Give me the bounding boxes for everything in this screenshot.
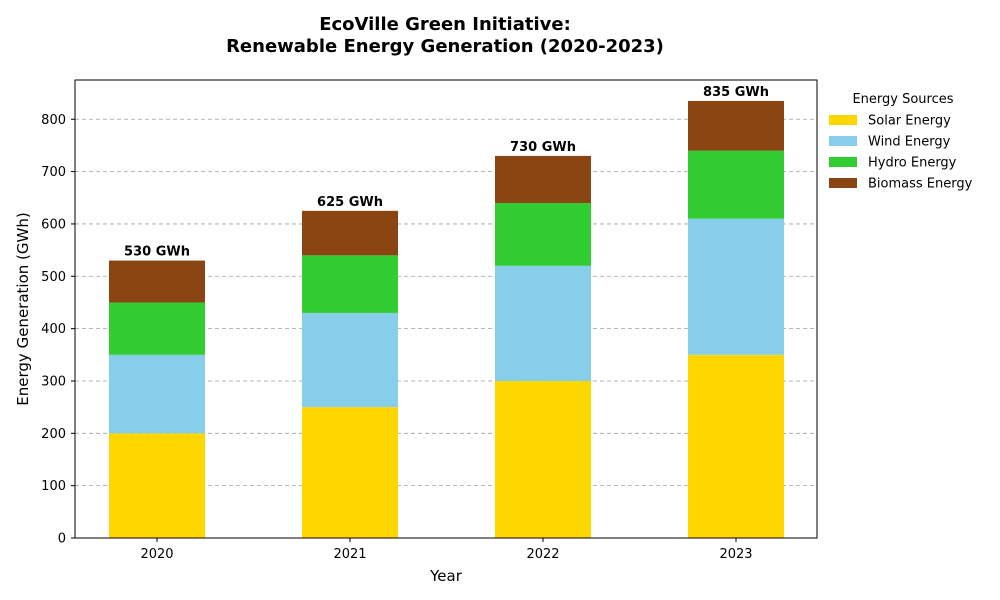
legend-item-wind-energy: Wind Energy	[829, 135, 951, 150]
bar-segment-hydro-energy-2023	[688, 150, 784, 219]
bar-group-2020	[109, 260, 205, 538]
bar-segment-wind-energy-2021	[302, 312, 398, 408]
legend-label: Biomass Energy	[868, 177, 973, 192]
bar-segment-biomass-energy-2020	[109, 260, 205, 303]
y-tick-label: 300	[41, 374, 66, 389]
bar-segment-hydro-energy-2020	[109, 302, 205, 355]
bar-segment-wind-energy-2023	[688, 218, 784, 355]
x-tick-label: 2021	[333, 547, 366, 562]
y-axis-ticks: 0 100 200 300 400 500 600 700 800	[41, 113, 75, 547]
bar-group-2022	[495, 155, 591, 538]
bar-total-labels: 530 GWh 625 GWh 730 GWh 835 GWh	[124, 85, 769, 260]
y-tick-label: 200	[41, 427, 66, 442]
x-tick-label: 2023	[719, 547, 752, 562]
bar-group-2021	[302, 210, 398, 538]
legend-swatch	[829, 178, 857, 188]
chart-title-line-1: EcoVille Green Initiative:	[319, 14, 571, 35]
legend-swatch	[829, 157, 857, 167]
bar-segment-wind-energy-2022	[495, 265, 591, 381]
legend-title: Energy Sources	[852, 92, 953, 107]
bar-segment-solar-energy-2022	[495, 380, 591, 538]
bar-segment-wind-energy-2020	[109, 354, 205, 434]
bar-segment-biomass-energy-2021	[302, 210, 398, 256]
bar-total-label-2023: 835 GWh	[703, 85, 769, 100]
bar-segment-hydro-energy-2021	[302, 255, 398, 313]
x-axis-label: Year	[429, 567, 463, 585]
legend-swatch	[829, 115, 857, 125]
plot-frame	[74, 79, 818, 539]
chart-title: EcoVille Green Initiative: Renewable Ene…	[226, 14, 664, 57]
y-tick-label: 100	[41, 479, 66, 494]
y-axis-label: Energy Generation (GWh)	[14, 212, 32, 405]
bar-total-label-2022: 730 GWh	[510, 140, 576, 155]
y-tick-label: 800	[41, 113, 66, 128]
y-tick-label: 0	[58, 532, 66, 547]
bar-total-label-2020: 530 GWh	[124, 245, 190, 260]
legend-label: Hydro Energy	[868, 156, 957, 171]
x-tick-label: 2020	[140, 547, 173, 562]
bars	[109, 100, 784, 538]
legend: Energy Sources Solar Energy Wind Energy Hy…	[829, 92, 973, 192]
bar-total-label-2021: 625 GWh	[317, 195, 383, 210]
legend-item-hydro-energy: Hydro Energy	[829, 156, 957, 171]
bar-group-2023	[688, 100, 784, 538]
bar-segment-hydro-energy-2022	[495, 203, 591, 266]
legend-item-biomass-energy: Biomass Energy	[829, 177, 973, 192]
bar-segment-biomass-energy-2022	[495, 155, 591, 204]
bar-segment-solar-energy-2021	[302, 407, 398, 538]
y-tick-label: 600	[41, 217, 66, 232]
legend-item-solar-energy: Solar Energy	[829, 114, 951, 129]
x-tick-label: 2022	[526, 547, 559, 562]
legend-label: Wind Energy	[868, 135, 951, 150]
legend-label: Solar Energy	[868, 114, 951, 129]
bar-segment-solar-energy-2020	[109, 433, 205, 538]
legend-swatch	[829, 136, 857, 146]
chart-title-line-2: Renewable Energy Generation (2020-2023)	[226, 36, 664, 57]
y-tick-label: 400	[41, 322, 66, 337]
y-tick-label: 500	[41, 270, 66, 285]
bar-segment-solar-energy-2023	[688, 354, 784, 538]
bar-segment-biomass-energy-2023	[688, 100, 784, 151]
y-tick-label: 700	[41, 165, 66, 180]
x-axis-ticks: 2020 2021 2022 2023	[140, 538, 753, 562]
